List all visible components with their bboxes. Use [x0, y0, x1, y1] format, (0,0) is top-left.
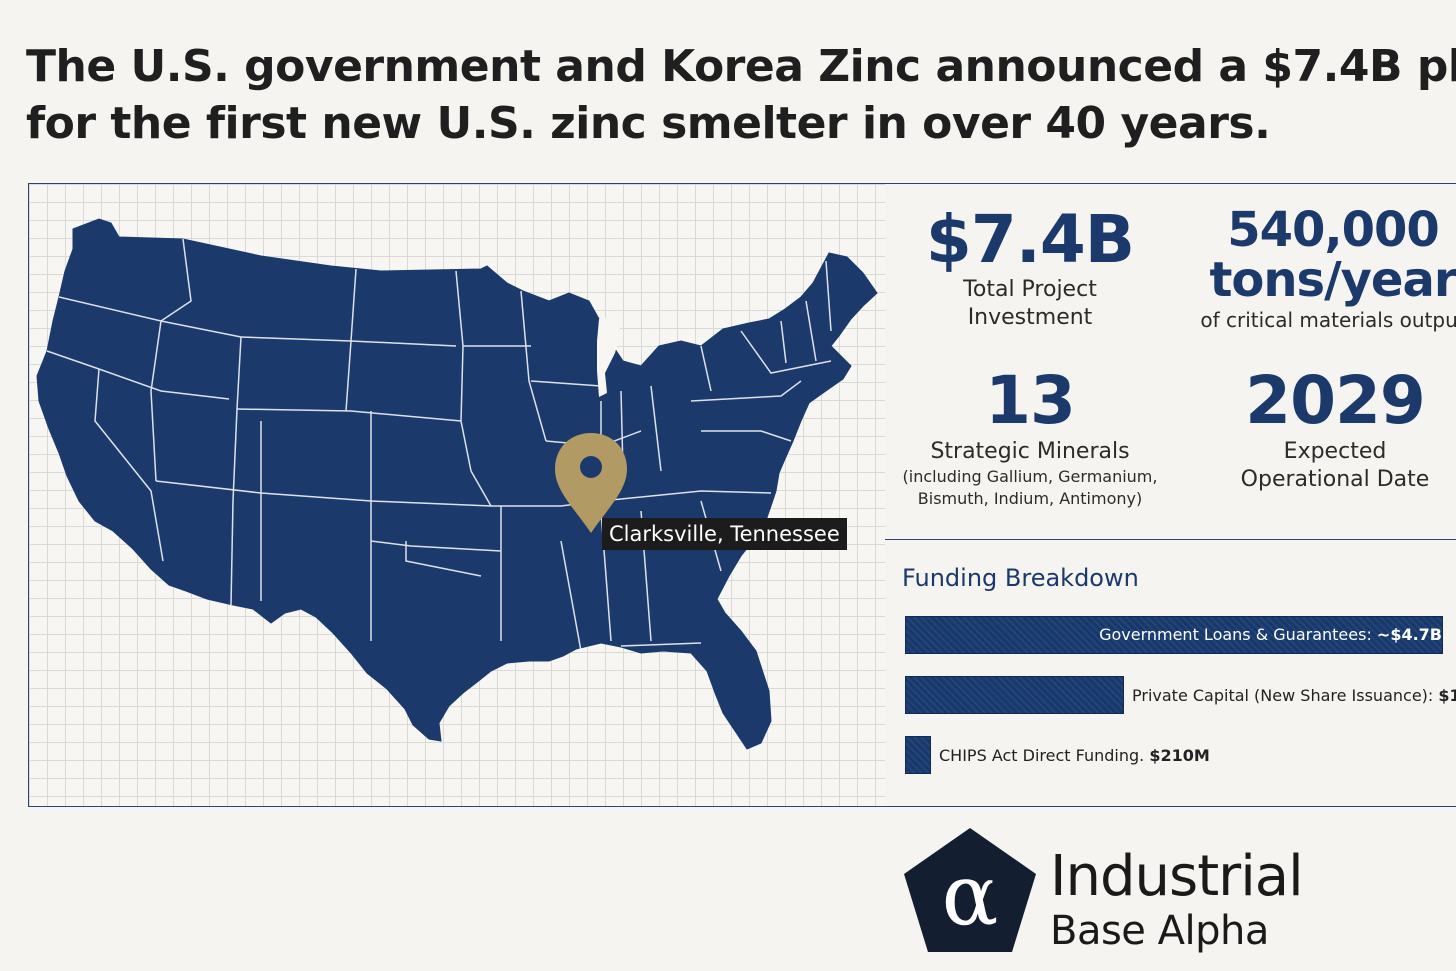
- stat-label: Strategic Minerals: [930, 439, 1130, 464]
- stat-total-investment: $7.4B Total Project Investment: [915, 204, 1145, 332]
- us-map: [36, 218, 878, 750]
- stat-sub-label: Bismuth, Indium, Antimony): [917, 489, 1143, 508]
- stat-label: Investment: [967, 305, 1093, 330]
- funding-bar: [905, 736, 931, 774]
- location-pin-label: Clarksville, Tennessee: [602, 518, 847, 550]
- lake-michigan: [597, 316, 621, 397]
- stat-label: Operational Date: [1240, 467, 1430, 492]
- headline-line-1: The U.S. government and Korea Zinc annou…: [26, 41, 1456, 92]
- stat-operational-date: 2029 Expected Operational Date: [1215, 364, 1455, 494]
- funding-bar: [905, 616, 1443, 654]
- stat-label: Total Project: [963, 277, 1097, 302]
- stat-strategic-minerals: 13 Strategic Minerals (including Gallium…: [900, 364, 1160, 510]
- alpha-logo-icon: α: [900, 826, 1040, 961]
- funding-bar-label: Government Loans & Guarantees: ~$4.7B: [1099, 625, 1442, 644]
- stat-value-unit: tons/year: [1209, 252, 1456, 308]
- stat-label: of critical materials output: [1200, 308, 1456, 332]
- stats-panel: $7.4B Total Project Investment 540,000 t…: [885, 183, 1456, 807]
- stat-label: Expected: [1283, 439, 1387, 464]
- stat-value: 540,000: [1227, 202, 1440, 258]
- funding-bar-label: Private Capital (New Share Issuance): $1…: [1132, 686, 1456, 705]
- funding-bar-label: CHIPS Act Direct Funding. $210M: [939, 746, 1210, 765]
- brand-name-line-1: Industrial: [1050, 844, 1304, 909]
- stat-value: $7.4B: [925, 201, 1135, 278]
- funding-breakdown-title: Funding Breakdown: [902, 564, 1139, 592]
- headline: The U.S. government and Korea Zinc annou…: [26, 38, 1456, 152]
- stat-sub-label: (including Gallium, Germanium,: [902, 467, 1158, 486]
- funding-bar: [905, 676, 1124, 714]
- section-divider: [885, 539, 1456, 540]
- stat-value: 13: [985, 362, 1076, 439]
- us-land-shape: [36, 218, 878, 750]
- location-pin: [555, 433, 627, 533]
- stat-output: 540,000 tons/year of critical materials …: [1198, 206, 1456, 334]
- headline-line-2: for the first new U.S. zinc smelter in o…: [26, 98, 1271, 149]
- brand-name-line-2: Base Alpha: [1050, 908, 1269, 954]
- brand-name: Industrial Base Alpha: [1050, 844, 1304, 955]
- us-map-panel: Clarksville, Tennessee: [28, 183, 887, 807]
- logo-symbol: α: [942, 846, 999, 944]
- stat-value: 2029: [1245, 362, 1426, 439]
